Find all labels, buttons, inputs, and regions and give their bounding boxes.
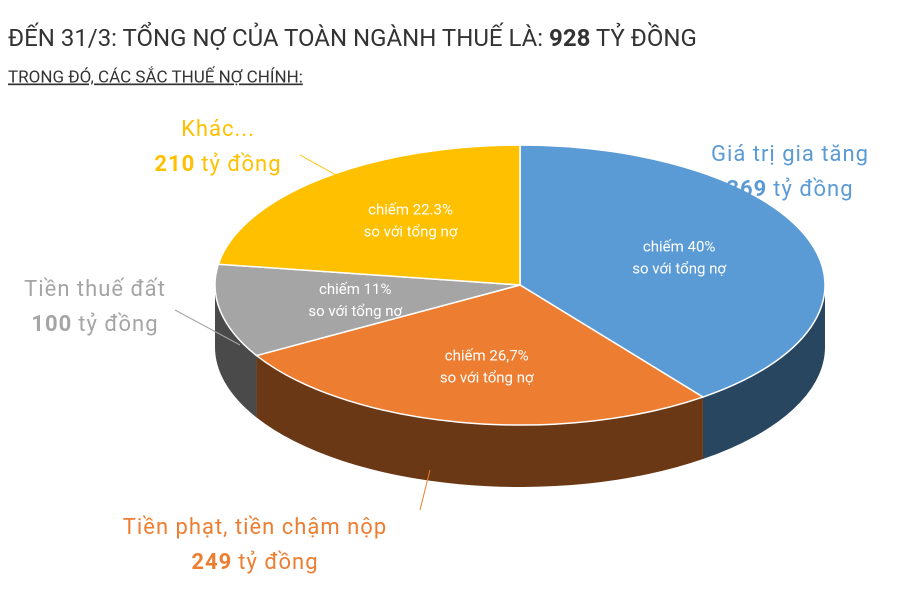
amount-unit: tỷ đồng	[238, 550, 318, 575]
chart-title: ĐẾN 31/3: TỔNG NỢ CỦA TOÀN NGÀNH THUẾ LÀ…	[8, 21, 697, 52]
category-label: Khác...	[181, 117, 255, 142]
slice-side	[215, 285, 257, 418]
title-suffix: TỶ ĐỒNG	[596, 22, 697, 52]
share-label: chiếm 40%	[643, 237, 715, 255]
title-total: 928	[549, 24, 590, 52]
share-label: chiếm 22.3%	[368, 200, 453, 218]
slice-side	[256, 355, 703, 487]
share-label: chiếm 11%	[319, 280, 391, 298]
category-label: Giá trị gia tăng	[711, 142, 869, 167]
amount-unit: tỷ đồng	[773, 177, 853, 202]
amount-unit: tỷ đồng	[78, 312, 158, 337]
title-prefix: ĐẾN 31/3: TỔNG NỢ CỦA TOÀN NGÀNH THUẾ LÀ…	[8, 21, 543, 52]
amount-unit: tỷ đồng	[201, 152, 281, 177]
slice	[214, 263, 521, 357]
share-note: so với tổng nợ	[632, 259, 726, 277]
amount-label: 369 tỷ đồng	[726, 177, 853, 202]
share-label: chiếm 26,7%	[445, 346, 529, 364]
leader-line	[699, 179, 741, 201]
category-label: Tiền phạt, tiền chậm nộp	[123, 515, 387, 540]
slice-side	[702, 285, 825, 460]
slice	[217, 144, 521, 286]
amount-value: 100	[31, 312, 72, 337]
amount-label: 210 tỷ đồng	[154, 152, 281, 177]
amount-value: 249	[191, 550, 232, 575]
slice	[254, 284, 705, 426]
amount-value: 210	[154, 152, 195, 177]
share-note: so với tổng nợ	[308, 302, 402, 320]
share-note: so với tổng nợ	[364, 222, 458, 240]
amount-label: 249 tỷ đồng	[191, 550, 318, 575]
leader-line	[419, 469, 431, 511]
share-note: so với tổng nợ	[440, 368, 534, 386]
leader-line	[174, 309, 241, 346]
leader-line	[299, 154, 346, 181]
amount-label: 100 tỷ đồng	[31, 312, 158, 337]
amount-value: 369	[726, 177, 767, 202]
category-label: Tiền thuế đất	[24, 277, 166, 302]
slice	[519, 144, 826, 398]
subtitle: TRONG ĐÓ, CÁC SẮC THUẾ NỢ CHÍNH:	[8, 65, 303, 87]
